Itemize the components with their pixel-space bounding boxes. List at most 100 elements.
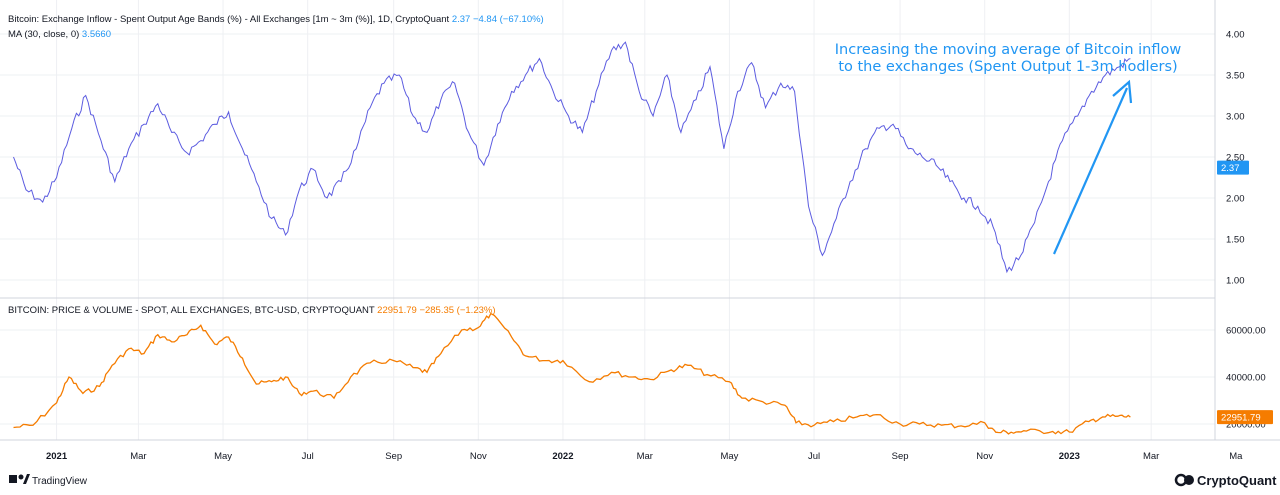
price-points xyxy=(13,313,1132,434)
gridlines xyxy=(0,0,1215,440)
x-tick-label: 2021 xyxy=(46,451,68,462)
tradingview-logo[interactable]: TradingView xyxy=(9,474,88,487)
inflow-point xyxy=(864,148,866,150)
price-point xyxy=(941,424,943,426)
y-tick-label: 20000.00 xyxy=(1226,420,1266,431)
inflow-point xyxy=(764,107,766,109)
inflow-point xyxy=(963,197,965,199)
x-tick-label: Jul xyxy=(808,451,820,462)
price-point xyxy=(1010,431,1012,433)
price-point xyxy=(143,353,145,355)
inflow-point xyxy=(228,111,230,113)
top-legend-last-value: 2.37 xyxy=(452,14,471,25)
inflow-point xyxy=(241,148,243,150)
inflow-point xyxy=(255,181,257,183)
inflow-point xyxy=(42,201,44,203)
price-point xyxy=(312,390,314,392)
bottom-legend-change: −285.35 (−1.23%) xyxy=(419,305,495,316)
inflow-point xyxy=(1034,222,1036,224)
price-point xyxy=(186,334,188,336)
inflow-point xyxy=(340,181,342,183)
inflow-point xyxy=(383,82,385,84)
ma-legend: MA (30, close, 0) 3.5660 xyxy=(8,29,111,40)
price-point xyxy=(670,369,672,371)
x-tick-label: Mar xyxy=(637,451,653,462)
price-point xyxy=(426,371,428,373)
inflow-point xyxy=(483,164,485,166)
price-point xyxy=(1117,415,1119,417)
price-point xyxy=(832,421,834,423)
inflow-point xyxy=(695,99,697,101)
annotation-line-2: to the exchanges (Spent Output 1-3m hodl… xyxy=(838,59,1177,75)
annotation-arrow xyxy=(1052,79,1133,255)
inflow-point xyxy=(128,148,130,150)
price-point xyxy=(228,336,230,338)
price-point xyxy=(200,324,202,326)
x-tick-label: Mar xyxy=(130,451,146,462)
price-point xyxy=(128,348,130,350)
price-point xyxy=(111,364,113,366)
bottom-legend-title: BITCOIN: PRICE & VOLUME - SPOT, ALL EXCH… xyxy=(8,305,496,316)
price-point xyxy=(813,424,815,426)
inflow-point xyxy=(1006,271,1008,273)
inflow-point xyxy=(723,148,725,150)
btc-price-line xyxy=(13,312,1131,435)
inflow-point xyxy=(1077,115,1079,117)
ma-legend-value: 3.5660 xyxy=(82,29,111,40)
cryptoquant-logo: CryptoQuant xyxy=(1174,473,1277,488)
inflow-point xyxy=(524,74,526,76)
price-point xyxy=(918,423,920,425)
inflow-point xyxy=(369,107,371,109)
bottom-last-value-badge: 22951.79 xyxy=(1217,410,1273,425)
price-point xyxy=(284,376,286,378)
x-tick-label: Nov xyxy=(470,451,487,462)
top-legend-title: Bitcoin: Exchange Inflow - Spent Output … xyxy=(8,14,544,25)
price-point xyxy=(157,334,159,336)
inflow-point xyxy=(25,189,27,191)
inflow-point xyxy=(1091,90,1093,92)
inflow-point xyxy=(666,74,668,76)
inflow-point xyxy=(186,152,188,154)
price-point xyxy=(350,376,352,378)
top-price-scale[interactable]: 1.00 1.50 2.00 2.50 3.00 3.50 4.00 xyxy=(1226,30,1245,287)
price-point xyxy=(562,360,564,362)
price-point xyxy=(68,376,70,378)
y-tick-label: 2.00 xyxy=(1226,194,1245,205)
inflow-point xyxy=(412,115,414,117)
inflow-point xyxy=(680,131,682,133)
price-point xyxy=(1088,421,1090,423)
price-point xyxy=(762,401,764,403)
price-point xyxy=(1068,431,1070,433)
x-tick-label: Sep xyxy=(892,451,909,462)
inflow-point xyxy=(85,95,87,97)
inflow-point xyxy=(977,205,979,207)
inflow-point xyxy=(440,99,442,101)
cryptoquant-icon xyxy=(1174,473,1194,487)
y-tick-label: 1.50 xyxy=(1226,235,1245,246)
inflow-point xyxy=(1048,181,1050,183)
x-tick-label: Nov xyxy=(976,451,993,462)
annotation-line-1: Increasing the moving average of Bitcoin… xyxy=(835,42,1182,58)
tradingview-label: TradingView xyxy=(32,476,88,487)
inflow-point xyxy=(468,131,470,133)
time-scale[interactable]: 2021 Mar May Jul Sep Nov 2022 Mar May Jul Sep Nov 20… xyxy=(46,451,1243,462)
inflow-point xyxy=(426,131,428,133)
top-legend-change: −4.84 (−67.10%) xyxy=(473,14,544,25)
tradingview-icon xyxy=(9,474,30,484)
price-point xyxy=(333,397,335,399)
inflow-point xyxy=(849,181,851,183)
x-tick-label: 2022 xyxy=(552,451,573,462)
price-point xyxy=(13,427,15,429)
inflow-point xyxy=(56,177,58,179)
top-last-value-badge: 2.37 xyxy=(1217,160,1249,175)
inflow-point xyxy=(100,140,102,142)
bottom-price-scale[interactable]: 20000.00 40000.00 60000.00 xyxy=(1226,326,1266,431)
inflow-point xyxy=(595,90,597,92)
price-point xyxy=(511,336,513,338)
price-point xyxy=(741,397,743,399)
price-point xyxy=(82,392,84,394)
price-point xyxy=(1025,430,1027,432)
price-point xyxy=(412,367,414,369)
price-point xyxy=(255,383,257,385)
price-point xyxy=(588,381,590,383)
